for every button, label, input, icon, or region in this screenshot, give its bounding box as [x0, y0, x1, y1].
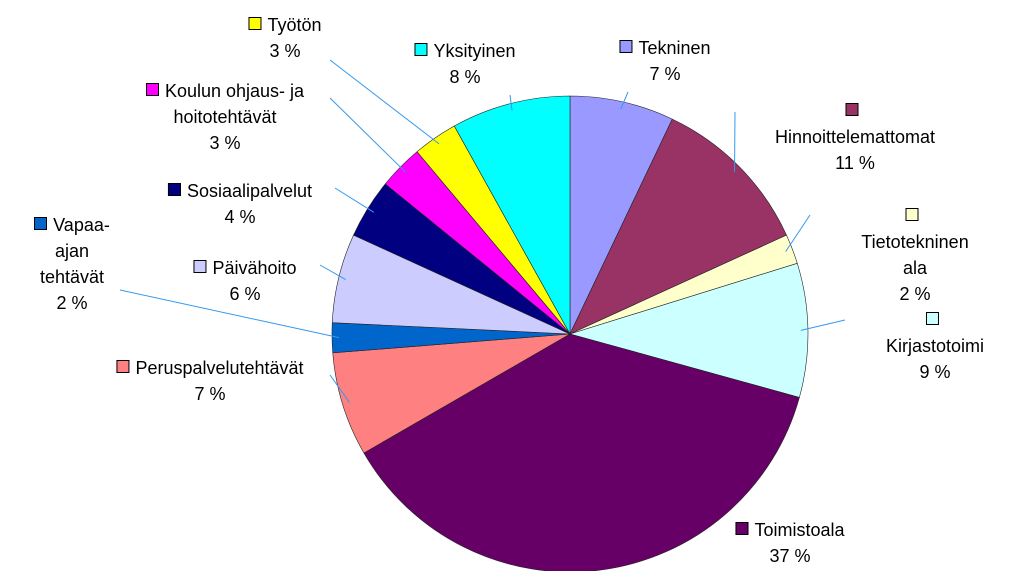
pie-slice: [568, 262, 809, 398]
pie-slice: [363, 333, 800, 571]
value-label: 9 %: [919, 362, 951, 382]
category-name: Päivähoito: [212, 258, 297, 278]
leader-line: [800, 319, 846, 331]
pie-slice: [569, 95, 673, 335]
category-name: Hinnoittelemattomat: [774, 127, 936, 147]
leader-line: [620, 91, 629, 110]
category-name: Sosiaalipalvelut: [186, 181, 313, 201]
leader-line: [119, 289, 340, 339]
leader-line: [319, 264, 346, 281]
leader-line: [785, 214, 811, 252]
legend-key: [845, 103, 859, 116]
value-label: 7 %: [649, 64, 681, 84]
value-label: 6 %: [229, 284, 261, 304]
slice-label: Tietotekninen ala 2 %: [859, 203, 972, 307]
value-label: 37 %: [769, 546, 811, 566]
legend-key: [34, 217, 48, 230]
legend-key: [145, 83, 159, 96]
slice-label: Koulun ohjaus- ja hoitotehtävät 3 %: [105, 78, 345, 156]
value-label: 8 %: [449, 67, 481, 87]
value-label: 4 %: [224, 207, 256, 227]
category-name: Yksityinen: [433, 41, 516, 61]
slice-label: Yksityinen 8 %: [414, 38, 516, 90]
slice-label: Sosiaalipalvelut 4 %: [167, 178, 313, 230]
category-name: Peruspalvelutehtävät: [135, 358, 304, 378]
legend-key: [905, 208, 919, 221]
slice-label: Peruspalvelutehtävät 7 %: [116, 355, 304, 407]
slice-label: Kirjastotoimi 9 %: [886, 307, 984, 385]
value-label: 7 %: [194, 384, 226, 404]
leader-line: [329, 374, 350, 403]
legend-key: [925, 312, 939, 325]
category-name: Työtön: [267, 15, 322, 35]
category-name: Tekninen: [638, 38, 711, 58]
value-label: 2 %: [56, 293, 88, 313]
leader-line: [329, 97, 406, 173]
category-name: Tietotekninen ala: [861, 232, 969, 278]
legend-key: [116, 360, 130, 373]
pie-slice: [569, 118, 787, 335]
value-label: 3 %: [209, 133, 241, 153]
legend-key: [193, 260, 207, 273]
category-name: Vapaa-ajan tehtävät: [39, 215, 110, 287]
slice-label: Vapaa-ajan tehtävät 2 %: [32, 212, 112, 316]
slice-label: Työtön 3 %: [248, 12, 322, 64]
legend-key: [248, 17, 262, 30]
value-label: 2 %: [899, 284, 931, 304]
pie-slice: [332, 333, 571, 454]
legend-key: [414, 43, 428, 56]
value-label: 11 %: [835, 153, 875, 173]
legend-key: [735, 522, 749, 535]
legend-key: [167, 183, 181, 196]
slice-label: Tekninen 7 %: [619, 35, 711, 87]
leader-line: [334, 187, 375, 213]
category-name: Toimistoala: [754, 520, 845, 540]
leader-line: [329, 59, 440, 145]
legend-key: [619, 40, 633, 53]
category-name: Koulun ohjaus- ja hoitotehtävät: [164, 81, 305, 127]
slice-label: Hinnoittelemattomat 11 %: [769, 98, 942, 176]
slice-label: Päivähoito 6 %: [193, 255, 297, 307]
leader-line: [509, 94, 513, 111]
value-label: 3 %: [269, 41, 301, 61]
pie-slice: [453, 95, 571, 336]
category-name: Kirjastotoimi: [885, 336, 985, 356]
slice-label: Toimistoala 37 %: [735, 517, 845, 569]
